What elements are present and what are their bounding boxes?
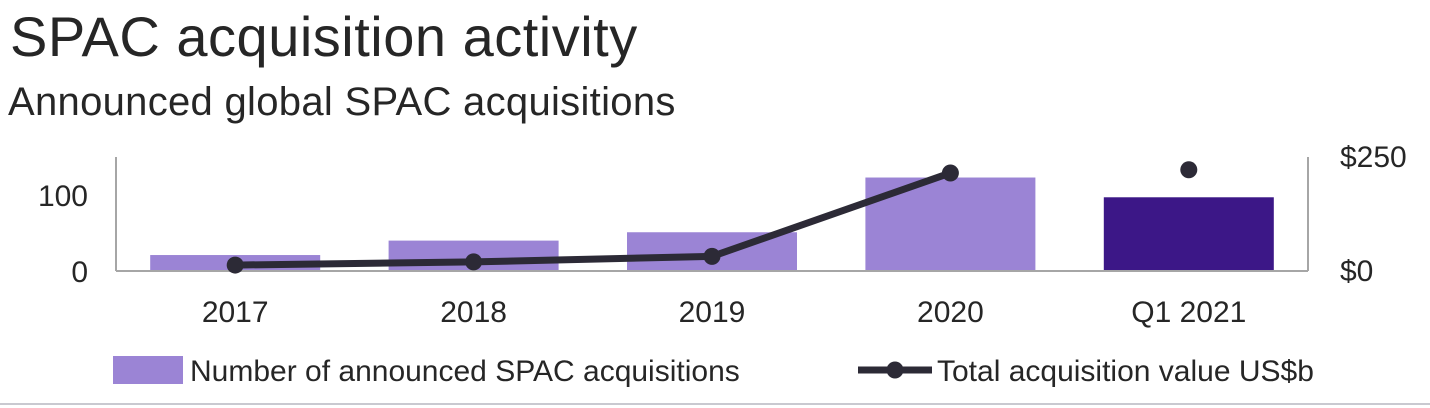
y-right-tick-label: $0	[1340, 255, 1373, 288]
bar-q1-2021	[1103, 197, 1274, 271]
legend-bar-swatch	[113, 356, 183, 384]
y-left-tick-label: 100	[38, 180, 88, 213]
chart-legend: Number of announced SPAC acquisitions Tot…	[113, 355, 1314, 388]
chart-title: SPAC acquisition activity	[10, 5, 638, 68]
x-tick-label: 2020	[917, 296, 984, 329]
y-right-tick-label: $250	[1340, 141, 1407, 174]
value-line	[235, 169, 952, 269]
x-tick-label: Q1 2021	[1131, 296, 1246, 329]
value-point-q1-2021	[1180, 161, 1198, 179]
value-point-2020	[941, 164, 959, 182]
line-series	[226, 161, 1198, 274]
legend-line-marker	[886, 361, 904, 379]
value-point-2018	[465, 253, 483, 271]
chart-subtitle: Announced global SPAC acquisitions	[8, 80, 676, 124]
value-point-2019	[703, 247, 721, 265]
legend-label-bars: Number of announced SPAC acquisitions	[190, 355, 740, 388]
x-tick-label: 2019	[679, 296, 746, 329]
chart-axes	[115, 157, 1309, 272]
x-tick-label: 2018	[440, 296, 507, 329]
y-left-tick-label: 0	[71, 256, 88, 289]
tick-labels: 2017 2018 2019 2020 Q1 2021 0 100 $0 $250	[38, 141, 1407, 329]
legend-label-line: Total acquisition value US$b	[937, 355, 1314, 388]
value-point-2017	[226, 256, 244, 274]
x-tick-label: 2017	[202, 296, 269, 329]
